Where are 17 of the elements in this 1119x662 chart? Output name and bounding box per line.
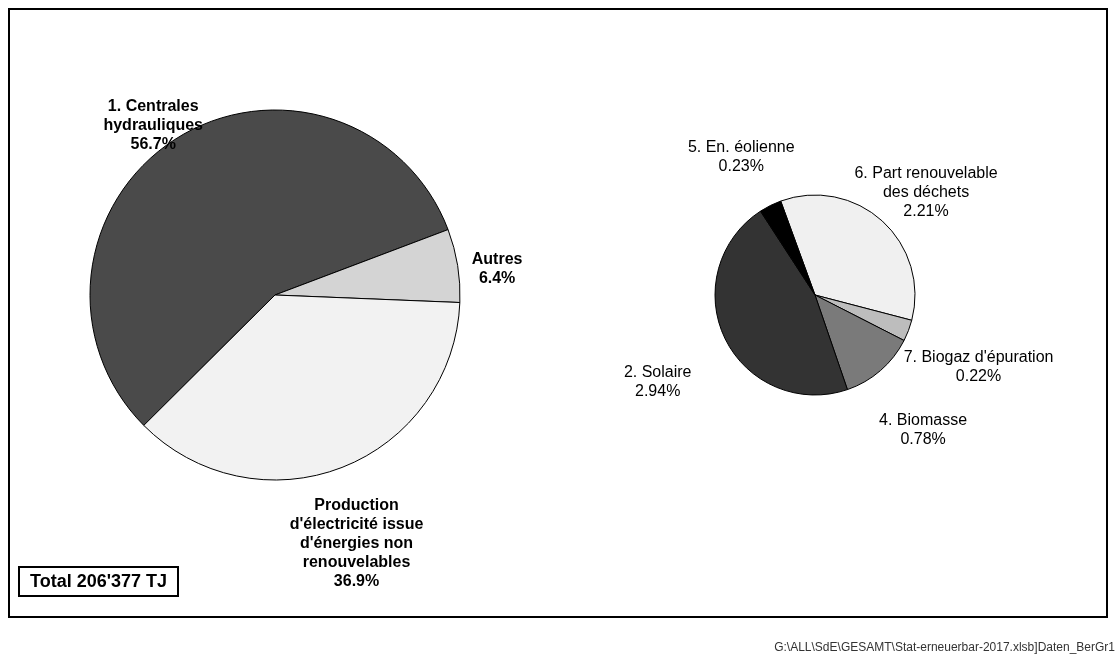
data-label: 0.23% bbox=[718, 157, 764, 175]
slice-label: 4. Biomasse bbox=[879, 410, 968, 428]
text: Total 206'377 TJ bbox=[18, 566, 180, 597]
data-label: 0.78% bbox=[900, 429, 946, 447]
text: G:\ALL\SdE\GESAMT\Stat-erneuerbar-2017.xlsb]Daten_BerGr1 bbox=[774, 640, 1115, 654]
slice-label: 7. Biogaz d'épuration bbox=[903, 348, 1054, 366]
slice-label: 6. Part renouvelable des déchets bbox=[854, 163, 998, 200]
slice-label: 2. Solaire bbox=[623, 362, 692, 380]
data-label: 2.21% bbox=[903, 201, 949, 219]
data-label: 36.9% bbox=[333, 571, 380, 589]
slice-label: Production d'électricité issue d'énergies non renouvelables bbox=[289, 495, 424, 570]
slice-label: 5. En. éolienne bbox=[687, 138, 795, 156]
slice-label: 1. Centrales hydrauliques bbox=[103, 96, 204, 133]
slice-label: Autres bbox=[471, 250, 523, 268]
data-label: 2.94% bbox=[634, 381, 681, 399]
data-label: 6.4% bbox=[478, 269, 516, 287]
data-label: 0.22% bbox=[955, 367, 1002, 385]
